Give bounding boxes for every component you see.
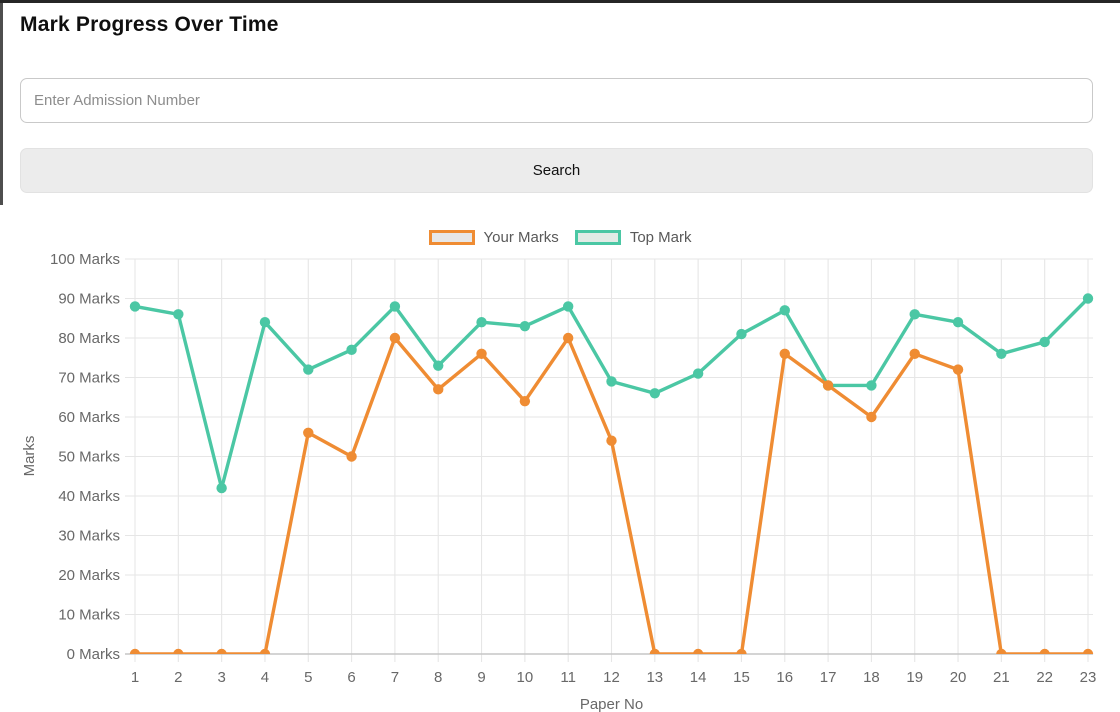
data-point [562,332,574,344]
legend-item-top-mark[interactable]: Top Mark [574,229,692,246]
marks-chart: 1 2 3 4 5 6 7 8 9 10 11 12 13 14 15 16 17 18 19 20 21 22 23 0 M… [20,225,1100,712]
data-point [1039,648,1050,654]
data-point [259,648,271,654]
data-point [692,648,704,654]
data-point [303,364,314,375]
marks-chart-canvas[interactable]: 1 2 3 4 5 6 7 8 9 10 11 12 13 14 15 16 17 18 19 20 21 22 230 M… [20,225,1100,712]
data-point [562,301,574,312]
x-tick-label: 15 [733,669,750,686]
data-point [866,380,877,391]
page-title: Mark Progress Over Time [20,13,279,36]
data-point [779,348,790,359]
data-point [216,482,227,494]
x-tick-label: 22 [1036,669,1053,686]
series-your-marks [129,332,1094,654]
data-point [389,301,401,312]
data-point [866,411,877,423]
x-tick-label: 11 [560,669,576,686]
x-tick-label: 4 [261,669,269,686]
legend-swatch [574,230,621,245]
data-point [996,348,1007,359]
data-point [996,648,1007,654]
data-point [346,344,357,356]
legend-label: Your Marks [483,229,559,246]
data-point [346,451,357,462]
data-point [1082,293,1094,304]
x-tick-label: 17 [820,669,837,686]
data-point [173,309,184,320]
x-tick-label: 3 [217,669,225,686]
data-point [606,435,617,446]
y-tick-label: 50 Marks [58,449,120,466]
window-left-edge [0,3,3,205]
y-axis-title: Marks [21,436,38,477]
y-tick-label: 30 Marks [58,528,120,545]
y-tick-label: 10 Marks [58,607,120,624]
data-point [649,648,661,654]
y-tick-label: 0 Marks [67,646,120,663]
data-point [692,368,704,379]
data-point [952,317,964,328]
x-tick-label: 5 [304,669,312,686]
data-point [173,648,184,654]
data-point [606,376,617,387]
data-point [736,648,747,654]
data-point [129,301,141,312]
x-tick-label: 20 [950,669,967,686]
search-button[interactable]: Search [20,148,1093,193]
x-tick-label: 23 [1080,669,1097,686]
x-tick-label: 9 [477,669,485,686]
x-tick-label: 6 [347,669,355,686]
x-tick-label: 2 [174,669,182,686]
y-tick-label: 20 Marks [58,567,120,584]
y-tick-label: 60 Marks [58,409,120,426]
y-tick-label: 40 Marks [58,488,120,505]
data-point [519,396,531,407]
y-tick-label: 80 Marks [58,330,120,347]
x-tick-label: 7 [391,669,399,686]
x-tick-label: 8 [434,669,442,686]
x-tick-label: 12 [603,669,620,686]
data-point [1082,648,1094,654]
data-point [1039,336,1050,348]
x-tick-label: 18 [863,669,880,686]
x-tick-label: 10 [517,669,534,686]
legend-item-your-marks[interactable]: Your Marks [428,229,559,246]
chart-legend: Your Marks Top Mark [20,229,1100,246]
data-point [909,309,920,320]
data-point [649,388,661,399]
x-tick-label: 1 [131,669,139,686]
x-tick-label: 16 [776,669,793,686]
data-point [476,317,487,328]
data-point [909,348,920,359]
data-point [476,348,487,359]
data-point [822,380,834,391]
window-top-edge [0,0,1120,3]
x-tick-label: 14 [690,669,707,686]
y-tick-label: 70 Marks [58,370,120,387]
x-tick-label: 21 [993,669,1010,686]
data-point [519,320,531,332]
legend-swatch [428,230,475,245]
data-point [433,360,444,371]
data-point [259,317,271,328]
data-point [303,427,314,438]
data-point [736,328,747,340]
admission-number-input[interactable] [20,78,1093,123]
series-top-mark [129,293,1094,494]
data-point [216,648,227,654]
data-point [129,648,141,654]
data-point [779,305,790,316]
x-axis-title: Paper No [580,696,643,712]
data-point [433,384,444,395]
y-tick-label: 90 Marks [58,291,120,308]
y-tick-label: 100 Marks [50,251,120,268]
legend-label: Top Mark [629,229,692,246]
data-point [952,364,964,375]
data-point [389,332,401,344]
x-tick-label: 13 [646,669,663,686]
x-tick-label: 19 [906,669,923,686]
